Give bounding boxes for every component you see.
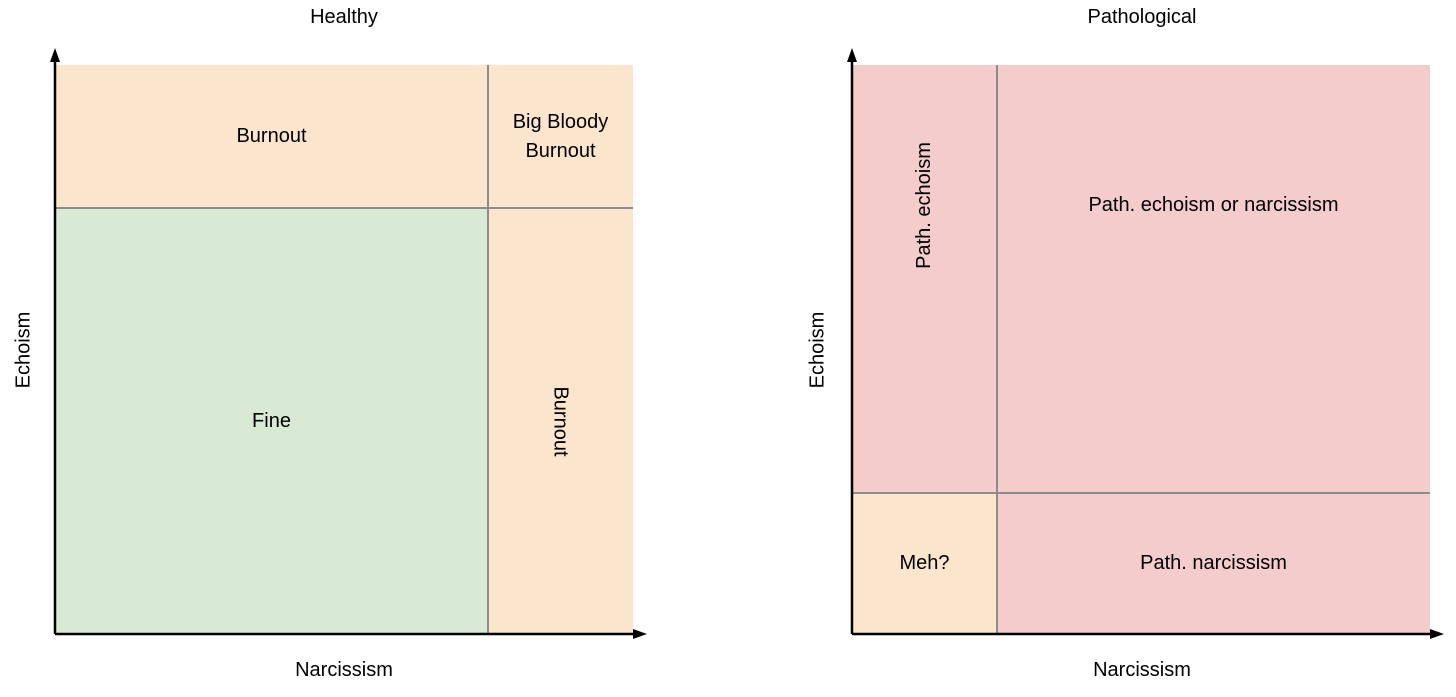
horizontal-divider [55, 207, 633, 209]
y-axis-arrowhead [50, 48, 60, 62]
healthy-axes [50, 48, 647, 639]
healthy-burnout-right-region: Burnout [488, 208, 633, 634]
pathological-x-axis-label: Narcissism [1093, 659, 1191, 681]
region-label: Meh? [899, 552, 950, 574]
horizontal-divider [852, 492, 1430, 494]
region-label: Fine [252, 409, 291, 432]
pathological-path-echoism-region: Path. echoism [852, 65, 997, 493]
healthy-y-axis-label: Echoism [12, 311, 35, 389]
region-label: Big Bloody Burnout [512, 110, 609, 162]
pathological-y-axis-label: Echoism [806, 311, 829, 389]
pathological-diagram-title: Pathological [1087, 6, 1197, 28]
vertical-divider [487, 65, 489, 634]
x-axis-arrowhead [633, 629, 647, 639]
pathological-echoism-or-narcissism-region: Path. echoism or narcissism [997, 65, 1430, 493]
healthy-x-axis-label: Narcissism [295, 659, 393, 681]
y-axis-arrowhead [847, 48, 857, 62]
healthy-burnout-top-region: Burnout [55, 65, 488, 208]
healthy-big-bloody-burnout-region: Big Bloody Burnout [488, 65, 633, 208]
region-label: Burnout [236, 125, 307, 147]
healthy-diagram: Healthy Burnout Big Bloody Burnout Fine … [0, 0, 700, 697]
pathological-path-narcissism-region: Path. narcissism [997, 493, 1430, 634]
healthy-diagram-title: Healthy [310, 6, 378, 28]
pathological-diagram: Pathological Path. echoism Path. echoism… [790, 0, 1456, 697]
healthy-fine-region: Fine [55, 208, 488, 634]
region-label: Path. narcissism [1140, 552, 1287, 574]
pathological-axes [847, 48, 1444, 639]
region-label: Path. echoism or narcissism [1088, 193, 1339, 216]
x-axis-arrowhead [1430, 629, 1444, 639]
pathological-meh-region: Meh? [852, 493, 997, 634]
vertical-divider [996, 65, 998, 634]
